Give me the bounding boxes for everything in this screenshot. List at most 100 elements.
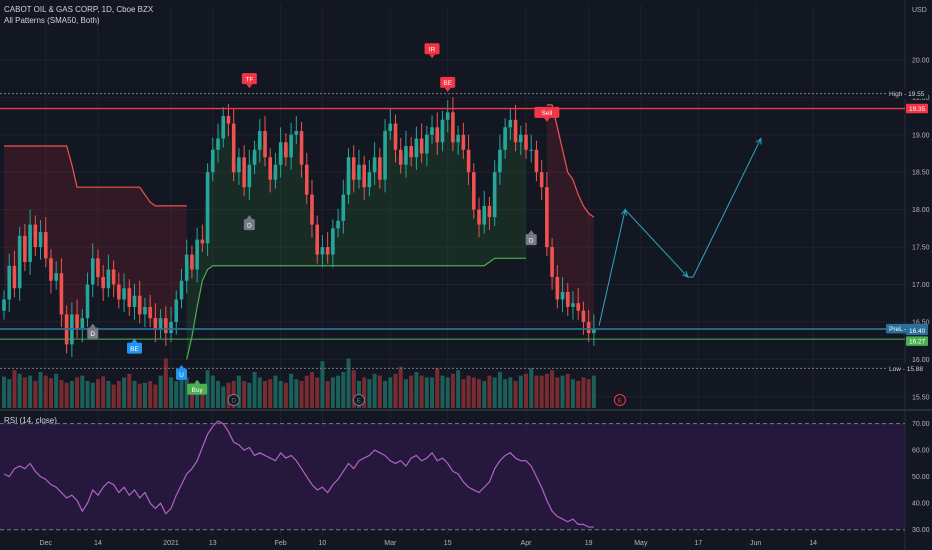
candle[interactable]	[539, 160, 544, 200]
candle[interactable]	[278, 127, 283, 178]
candle[interactable]	[393, 114, 398, 163]
candle-body[interactable]	[477, 209, 481, 225]
candle-body[interactable]	[357, 164, 361, 180]
candles[interactable]	[2, 97, 596, 358]
candle[interactable]	[23, 223, 27, 272]
candle-body[interactable]	[331, 228, 335, 255]
candle[interactable]	[268, 148, 273, 193]
candle-body[interactable]	[169, 321, 173, 334]
candle-body[interactable]	[200, 239, 205, 244]
candle-body[interactable]	[351, 157, 356, 180]
candle[interactable]	[143, 297, 147, 328]
pattern-marker-box[interactable]	[243, 219, 255, 231]
candle[interactable]	[17, 226, 22, 301]
pattern-marker[interactable]: BE	[127, 338, 142, 354]
candle[interactable]	[398, 137, 403, 174]
candle-body[interactable]	[148, 306, 152, 319]
candle[interactable]	[513, 104, 518, 152]
candle-body[interactable]	[503, 127, 507, 150]
candle-body[interactable]	[560, 291, 565, 300]
candle[interactable]	[273, 152, 278, 189]
candle[interactable]	[372, 142, 377, 185]
candle-body[interactable]	[508, 119, 513, 128]
candle-body[interactable]	[75, 314, 79, 330]
candle[interactable]	[190, 245, 194, 279]
candle[interactable]	[430, 115, 434, 144]
candle[interactable]	[378, 148, 382, 189]
candle[interactable]	[28, 209, 32, 275]
candle-body[interactable]	[237, 157, 241, 173]
candle[interactable]	[226, 104, 231, 137]
candle[interactable]	[325, 232, 330, 264]
candle[interactable]	[419, 123, 424, 163]
candle-body[interactable]	[80, 318, 85, 330]
candle[interactable]	[576, 288, 580, 320]
candle-body[interactable]	[252, 149, 257, 165]
candle[interactable]	[414, 126, 419, 170]
candle[interactable]	[7, 253, 12, 313]
candle-body[interactable]	[7, 265, 12, 300]
candle[interactable]	[472, 163, 476, 219]
candle-body[interactable]	[362, 164, 366, 188]
candle[interactable]	[284, 133, 288, 167]
candle-body[interactable]	[17, 235, 22, 289]
candle-body[interactable]	[534, 149, 539, 173]
candle-body[interactable]	[242, 157, 246, 188]
pattern-marker[interactable]: U	[175, 364, 187, 380]
candle[interactable]	[132, 283, 137, 320]
candle-body[interactable]	[315, 224, 319, 255]
candle[interactable]	[205, 163, 210, 257]
candle-body[interactable]	[419, 138, 424, 154]
pattern-marker[interactable]: D	[87, 323, 99, 339]
candle[interactable]	[498, 134, 502, 185]
candle[interactable]	[440, 110, 445, 152]
event-marker-circle[interactable]	[613, 394, 626, 406]
candle-body[interactable]	[101, 277, 105, 289]
candle-body[interactable]	[320, 247, 325, 255]
candle[interactable]	[117, 272, 121, 309]
candle-body[interactable]	[414, 138, 419, 158]
pattern-marker[interactable]: BE	[440, 76, 456, 92]
candle-body[interactable]	[211, 149, 215, 173]
candle[interactable]	[90, 243, 95, 298]
candle[interactable]	[38, 220, 43, 260]
candle[interactable]	[529, 134, 534, 163]
candle[interactable]	[451, 97, 455, 152]
candle-body[interactable]	[482, 205, 487, 225]
candle[interactable]	[550, 238, 554, 290]
candle-body[interactable]	[231, 123, 236, 173]
candle[interactable]	[242, 145, 246, 197]
candle-body[interactable]	[513, 119, 518, 143]
candle-body[interactable]	[336, 220, 340, 229]
candle-body[interactable]	[487, 205, 492, 218]
pattern-marker[interactable]: TF	[241, 73, 257, 89]
candle-body[interactable]	[425, 134, 429, 154]
candle[interactable]	[59, 258, 64, 328]
candle[interactable]	[560, 277, 565, 313]
candle[interactable]	[257, 119, 262, 163]
candle[interactable]	[346, 148, 351, 204]
candle-body[interactable]	[278, 142, 283, 165]
candle-body[interactable]	[184, 254, 189, 281]
candle-body[interactable]	[565, 291, 570, 307]
pattern-marker-box[interactable]	[440, 76, 456, 88]
pattern-marker[interactable]: Sell	[534, 106, 560, 122]
candle-body[interactable]	[498, 149, 502, 173]
candle-body[interactable]	[263, 131, 267, 158]
candle-body[interactable]	[404, 146, 408, 165]
candle-body[interactable]	[372, 157, 377, 173]
candle[interactable]	[43, 217, 48, 268]
candle[interactable]	[85, 272, 90, 328]
candle-body[interactable]	[221, 116, 226, 139]
pattern-marker-box[interactable]	[87, 327, 99, 339]
pattern-marker-box[interactable]	[534, 106, 560, 118]
candle-body[interactable]	[164, 318, 168, 334]
candle-body[interactable]	[592, 329, 596, 334]
candle-body[interactable]	[28, 224, 32, 263]
candle-body[interactable]	[451, 112, 455, 143]
pattern-marker-box[interactable]	[241, 73, 257, 85]
candle-body[interactable]	[216, 138, 220, 150]
candle-body[interactable]	[571, 303, 575, 307]
candle-body[interactable]	[341, 194, 346, 221]
indicator-title[interactable]: All Patterns (SMA50, Both)	[4, 16, 100, 25]
